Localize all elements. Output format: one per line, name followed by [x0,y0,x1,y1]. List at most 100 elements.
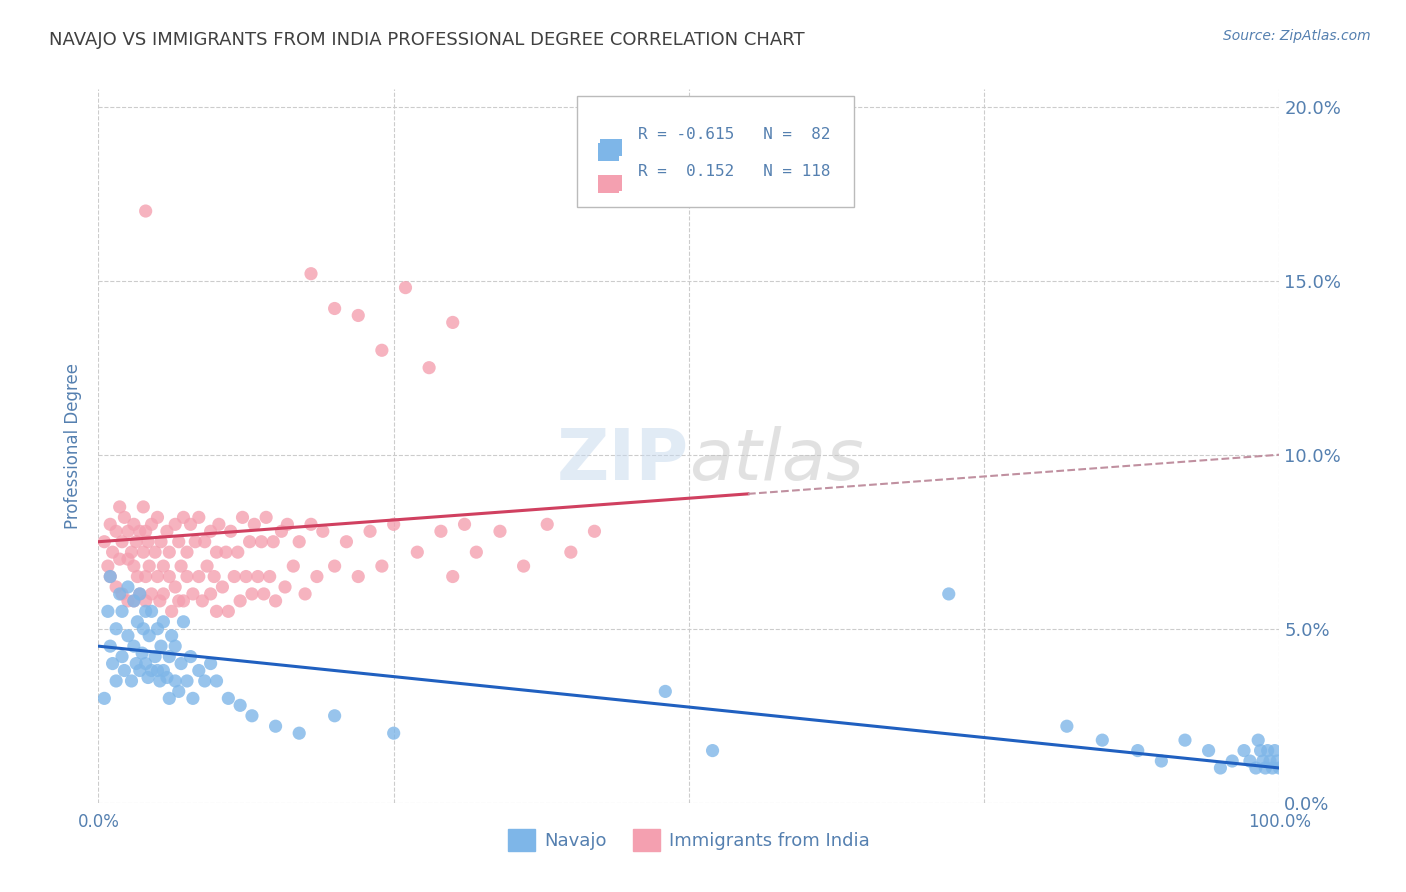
Point [167,534,190,549]
Point [262,534,284,549]
Point [105,580,128,594]
Point [371,343,394,358]
Point [135,204,157,219]
Point [108,552,131,566]
Point [1261,761,1284,775]
Point [205,545,228,559]
Point [125,534,148,549]
Point [180,649,202,664]
Point [1254,761,1277,775]
Point [654,684,676,698]
Point [172,594,194,608]
Point [152,664,174,678]
Point [1250,743,1272,757]
Point [136,534,159,549]
Point [239,534,262,549]
Point [465,545,488,559]
Point [240,587,263,601]
Point [138,629,160,643]
Point [208,517,231,532]
Point [1239,754,1261,768]
Point [180,517,202,532]
Point [1257,743,1279,757]
FancyBboxPatch shape [576,96,855,207]
Point [141,587,163,601]
Point [98,639,121,653]
Point [1265,754,1288,768]
Point [254,510,277,524]
Point [229,594,252,608]
Point [108,500,131,514]
Point [938,587,960,601]
Point [108,587,131,601]
Point [135,524,157,539]
Point [215,545,238,559]
Point [202,569,225,583]
Point [1258,754,1281,768]
Point [194,534,217,549]
Point [160,629,183,643]
Text: atlas: atlas [689,425,863,495]
Point [135,569,157,583]
Point [274,580,297,594]
Point [299,517,322,532]
Point [160,604,183,618]
Bar [598,175,619,193]
Point [305,569,328,583]
Point [1126,743,1149,757]
Point [1268,761,1291,775]
Point [165,517,187,532]
Point [453,517,475,532]
Point [176,673,198,688]
Point [98,569,121,583]
Point [98,517,121,532]
Point [157,649,180,664]
Point [276,517,298,532]
Point [1244,761,1267,775]
Point [1220,754,1243,768]
Point [347,309,370,323]
Point [172,615,194,629]
Point [1198,743,1220,757]
Point [176,545,198,559]
Point [167,684,190,698]
Point [112,664,135,678]
Point [229,698,252,713]
Point [259,569,281,583]
Point [441,569,464,583]
Point [150,639,173,653]
Point [211,580,233,594]
Point [187,510,209,524]
Point [122,559,145,574]
Point [288,534,311,549]
Bar [598,143,619,161]
Point [157,691,180,706]
Point [157,569,180,583]
Point [246,569,269,583]
Point [143,545,166,559]
Point [165,673,187,688]
Point [323,301,346,316]
Point [146,664,169,678]
Point [1251,754,1274,768]
Point [105,622,128,636]
Point [191,594,214,608]
Point [152,587,174,601]
Text: Source: ZipAtlas.com: Source: ZipAtlas.com [1223,29,1371,43]
Point [101,657,124,671]
Point [264,594,287,608]
Point [112,510,135,524]
Point [299,267,322,281]
Point [149,594,172,608]
Point [195,559,218,574]
Point [264,719,287,733]
Point [136,671,159,685]
Point [121,545,143,559]
Point [132,545,155,559]
Point [312,524,335,539]
Point [1264,743,1286,757]
Point [430,524,453,539]
Point [231,510,253,524]
Point [122,594,145,608]
Point [181,587,204,601]
